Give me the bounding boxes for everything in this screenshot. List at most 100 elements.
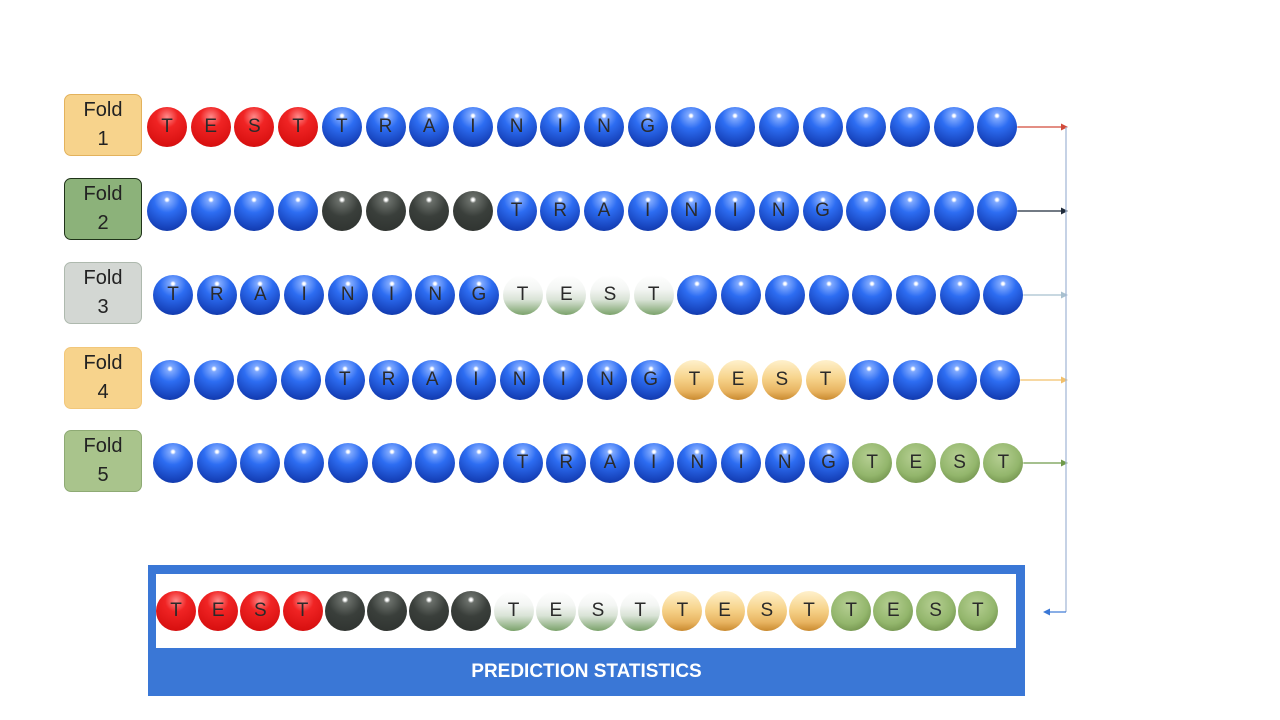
fold-5-ball-9: T <box>502 443 543 483</box>
fold-3-ball-1: T <box>153 275 193 315</box>
fold-label-5: Fold 5 <box>64 430 142 492</box>
fold-5-ball-6 <box>371 443 412 483</box>
prediction-ball-1: T <box>156 591 196 631</box>
fold-3-arrow-head <box>1061 291 1068 299</box>
fold-2-ball-3 <box>234 191 275 231</box>
fold-4-ball-11: N <box>587 360 627 400</box>
fold-2-ball-9: T <box>496 191 537 231</box>
fold-4-ball-1 <box>150 360 190 400</box>
fold-4-ball-20 <box>980 360 1021 400</box>
fold-3-ball-16 <box>808 275 849 315</box>
fold-2-ball-15: N <box>758 191 799 231</box>
prediction-ball-9: T <box>493 591 534 631</box>
fold-5-ball-10: R <box>546 443 587 483</box>
fold-1-arrow-head <box>1061 123 1068 131</box>
fold-1-ball-14 <box>715 107 756 147</box>
prediction-ball-16: T <box>789 591 829 631</box>
fold-1-ball-20 <box>977 107 1018 147</box>
prediction-ball-20: T <box>957 591 998 631</box>
fold-1-ball-16 <box>802 107 843 147</box>
fold-label-number: 5 <box>97 464 109 486</box>
fold-2-ball-2 <box>190 191 231 231</box>
prediction-ball-12: T <box>620 591 661 631</box>
fold-1-ball-13 <box>671 107 712 147</box>
fold-label-number: 3 <box>97 296 109 318</box>
fold-label-word: Fold <box>83 352 123 374</box>
fold-2-ball-11: A <box>584 191 624 231</box>
fold-1-ball-8: I <box>452 107 493 147</box>
fold-5-ball-19: S <box>939 443 980 483</box>
prediction-ball-10: E <box>535 591 576 631</box>
fold-3-ball-20 <box>983 275 1024 315</box>
fold-label-3: Fold 3 <box>64 262 142 324</box>
fold-1-ball-12: G <box>627 107 668 147</box>
fold-3-ball-4: I <box>284 275 325 315</box>
fold-5-ball-11: A <box>590 443 630 483</box>
fold-label-word: Fold <box>83 99 123 121</box>
fold-5-ball-1 <box>153 443 193 483</box>
fold-4-ball-19 <box>936 360 977 400</box>
fold-1-ball-1: T <box>147 107 187 147</box>
prediction-ball-17: T <box>831 591 872 631</box>
fold-1-ball-6: R <box>365 107 406 147</box>
fold-5-arrow-head <box>1061 459 1068 467</box>
fold-5-ball-13: N <box>677 443 718 483</box>
fold-2-ball-18 <box>889 191 930 231</box>
fold-1-ball-11: N <box>584 107 624 147</box>
fold-label-4: Fold 4 <box>64 347 142 409</box>
prediction-ball-5 <box>324 591 365 631</box>
fold-3-ball-5: N <box>327 275 368 315</box>
fold-5-ball-7 <box>415 443 456 483</box>
fold-5-ball-2 <box>196 443 237 483</box>
fold-3-ball-12: T <box>633 275 674 315</box>
fold-1-ball-7: A <box>409 107 450 147</box>
fold-1-ball-18 <box>889 107 930 147</box>
fold-4-ball-10: I <box>543 360 584 400</box>
fold-4-ball-9: N <box>499 360 540 400</box>
fold-label-word: Fold <box>83 183 123 205</box>
fold-5-ball-20: T <box>983 443 1024 483</box>
fold-1-ball-9: N <box>496 107 537 147</box>
fold-2-ball-16: G <box>802 191 843 231</box>
fold-label-number: 4 <box>97 381 109 403</box>
fold-3-ball-13 <box>677 275 718 315</box>
fold-1-ball-19 <box>933 107 974 147</box>
fold-4-ball-17 <box>849 360 890 400</box>
fold-4-ball-2 <box>193 360 234 400</box>
fold-3-ball-18 <box>895 275 936 315</box>
fold-4-ball-15: S <box>761 360 802 400</box>
fold-1-ball-5: T <box>321 107 362 147</box>
fold-1-ball-10: I <box>540 107 581 147</box>
prediction-ball-18: E <box>873 591 914 631</box>
fold-3-ball-10: E <box>546 275 587 315</box>
fold-2-ball-1 <box>147 191 187 231</box>
fold-3-ball-3: A <box>240 275 281 315</box>
fold-1-ball-15 <box>758 107 799 147</box>
fold-4-ball-5: T <box>324 360 365 400</box>
prediction-ball-3: S <box>240 591 281 631</box>
fold-4-ball-4 <box>281 360 322 400</box>
fold-1-ball-3: S <box>234 107 275 147</box>
fold-2-ball-19 <box>933 191 974 231</box>
fold-label-word: Fold <box>83 267 123 289</box>
prediction-ball-8 <box>451 591 492 631</box>
prediction-ball-15: S <box>746 591 787 631</box>
fold-2-ball-4 <box>278 191 319 231</box>
fold-label-word: Fold <box>83 435 123 457</box>
fold-2-ball-20 <box>977 191 1018 231</box>
fold-2-ball-6 <box>365 191 406 231</box>
fold-5-ball-18: E <box>895 443 936 483</box>
fold-1-ball-2: E <box>190 107 231 147</box>
fold-1-ball-17 <box>846 107 887 147</box>
prediction-ball-14: E <box>704 591 745 631</box>
fold-3-ball-6: I <box>371 275 412 315</box>
fold-3-ball-8: G <box>458 275 499 315</box>
fold-4-ball-13: T <box>674 360 715 400</box>
prediction-ball-13: T <box>662 591 703 631</box>
fold-4-ball-18 <box>892 360 933 400</box>
fold-4-ball-12: G <box>630 360 671 400</box>
